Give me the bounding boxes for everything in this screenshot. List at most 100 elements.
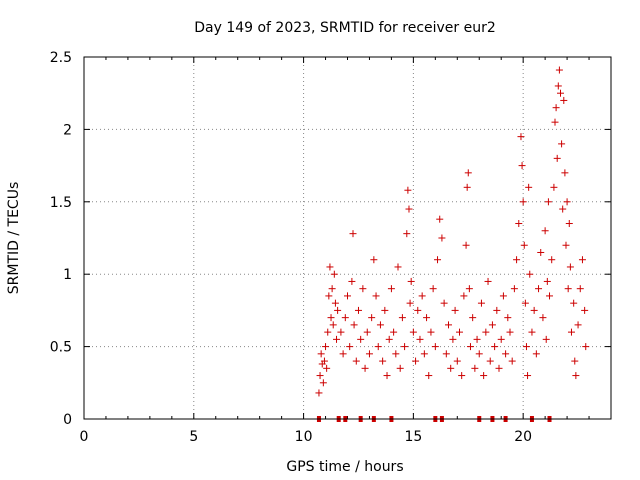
data-point [486, 357, 494, 365]
data-point [328, 285, 336, 293]
data-point [497, 335, 505, 343]
data-point [551, 118, 559, 126]
data-point [567, 328, 575, 336]
data-point [334, 306, 342, 314]
data-point [542, 335, 550, 343]
data-point [525, 183, 533, 191]
data-point [559, 205, 567, 213]
data-point [407, 277, 415, 285]
data-point [482, 328, 490, 336]
x-tick-label: 15 [404, 429, 422, 445]
data-point [506, 328, 514, 336]
data-point [539, 314, 547, 322]
y-axis-label: SRMTID / TECUs [6, 182, 22, 295]
data-point [528, 328, 536, 336]
data-point [532, 350, 540, 358]
data-point [449, 335, 457, 343]
data-point [379, 357, 387, 365]
data-point [344, 292, 351, 300]
data-point [465, 285, 473, 293]
data-point [558, 140, 566, 148]
data-point [392, 350, 400, 358]
data-point [546, 292, 554, 300]
data-point [357, 335, 365, 343]
data-point [466, 343, 474, 351]
data-point [521, 299, 529, 307]
data-point [570, 299, 578, 307]
data-point [315, 389, 323, 397]
data-point [491, 343, 499, 351]
data-point [495, 364, 503, 372]
data-point [473, 335, 481, 343]
data-point [324, 328, 332, 336]
data-point [409, 328, 417, 336]
data-point [406, 299, 414, 307]
data-point [451, 306, 459, 314]
data-point [480, 372, 488, 380]
data-point [556, 89, 564, 97]
data-point [455, 328, 463, 336]
data-point [376, 321, 384, 329]
data-point [499, 292, 507, 300]
data-point [520, 241, 528, 249]
data-point [372, 292, 380, 300]
data-point [323, 364, 331, 372]
data-point [493, 306, 501, 314]
data-point [429, 285, 437, 293]
data-point [348, 277, 356, 285]
data-point [572, 372, 580, 380]
data-point [510, 285, 518, 293]
data-point [434, 256, 442, 264]
data-point [381, 306, 389, 314]
data-point [317, 350, 325, 358]
data-point [346, 343, 354, 351]
data-point [445, 321, 453, 329]
data-point [339, 350, 347, 358]
data-point [390, 328, 398, 336]
grid [84, 57, 611, 419]
data-point [431, 343, 439, 351]
chart-title: Day 149 of 2023, SRMTID for receiver eur… [194, 20, 496, 36]
data-point [477, 299, 485, 307]
data-point [526, 270, 534, 278]
data-point [471, 364, 479, 372]
y-tick-label: 2.5 [50, 50, 72, 66]
data-point [537, 248, 545, 256]
data-point [416, 335, 424, 343]
data-point [582, 343, 590, 351]
data-point [319, 379, 327, 387]
data-point [518, 162, 526, 170]
data-point [442, 350, 450, 358]
data-point [361, 364, 369, 372]
data-point [578, 256, 586, 264]
data-point [541, 227, 549, 235]
x-tick-label: 20 [514, 429, 532, 445]
data-point [404, 186, 412, 194]
data-point [488, 321, 496, 329]
data-point [535, 285, 543, 293]
data-point [370, 256, 378, 264]
data-point [349, 230, 357, 238]
data-point [396, 364, 404, 372]
data-point [329, 321, 337, 329]
data-point [427, 328, 435, 336]
data-point [359, 285, 367, 293]
y-tick-label: 1 [63, 267, 72, 283]
data-point [363, 328, 371, 336]
data-point [320, 357, 328, 365]
data-point [394, 263, 402, 271]
data-point [322, 343, 330, 351]
data-point [544, 198, 552, 206]
data-point [554, 82, 562, 90]
data-point [530, 306, 538, 314]
data-point [515, 220, 523, 228]
data-point [425, 372, 433, 380]
data-point [464, 169, 472, 177]
data-point [560, 96, 568, 104]
data-point [519, 198, 527, 206]
data-point [524, 372, 532, 380]
data-point [462, 241, 470, 249]
data-point [316, 372, 324, 380]
x-tick-label: 5 [189, 429, 198, 445]
data-point [387, 285, 395, 293]
